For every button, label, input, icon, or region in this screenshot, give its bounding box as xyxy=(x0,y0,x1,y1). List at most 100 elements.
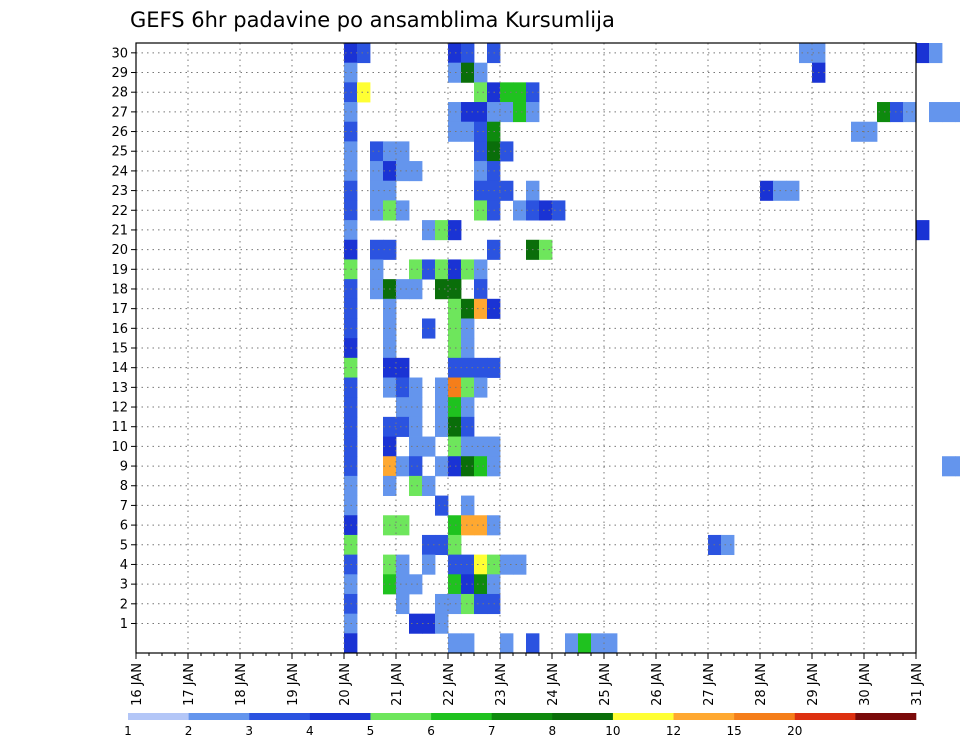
grid-lines xyxy=(136,43,916,653)
colorbar-tick-label: 1 xyxy=(124,724,132,738)
heatmap-cell xyxy=(461,456,475,477)
heatmap-cell xyxy=(500,82,514,103)
x-tick-label: 19 JAN xyxy=(286,663,301,706)
heatmap-cell xyxy=(396,377,410,398)
heatmap-cell xyxy=(396,554,410,575)
heatmap-cell xyxy=(461,102,475,123)
colorbar-swatch xyxy=(128,713,189,720)
heatmap-cell xyxy=(513,102,527,123)
colorbar-tick-label: 5 xyxy=(367,724,375,738)
heatmap-cell xyxy=(370,200,384,221)
y-tick-label: 20 xyxy=(111,243,128,258)
heatmap-cell xyxy=(461,416,475,437)
colorbar-swatch xyxy=(431,713,492,720)
heatmap-cell xyxy=(435,534,449,556)
y-tick-label: 18 xyxy=(111,282,128,297)
heatmap-cell xyxy=(578,633,592,654)
y-tick-label: 25 xyxy=(111,145,128,160)
heatmap-cell xyxy=(461,338,475,359)
x-tick-label: 28 JAN xyxy=(754,663,769,706)
heatmap-cell xyxy=(409,613,423,634)
heatmap-cell xyxy=(461,377,475,398)
y-tick-label: 28 xyxy=(111,86,128,101)
heatmap-cell xyxy=(357,43,371,64)
heatmap-cell xyxy=(461,259,475,280)
colorbar-swatch xyxy=(552,713,614,720)
heatmap-cell xyxy=(539,200,553,221)
heatmap-cell xyxy=(448,43,462,64)
heatmap-cell xyxy=(396,593,410,615)
heatmap-cell xyxy=(370,141,384,162)
heatmap-cell xyxy=(461,357,475,378)
x-tick-label: 25 JAN xyxy=(598,663,613,706)
chart-title: GEFS 6hr padavine po ansamblima Kursumli… xyxy=(130,8,615,32)
y-tick-label: 17 xyxy=(111,302,128,317)
colorbar-swatch xyxy=(794,713,856,720)
heatmap-cell xyxy=(786,180,800,201)
heatmap-cell xyxy=(474,82,488,103)
colorbar-swatch xyxy=(491,713,553,720)
colorbar-swatch xyxy=(612,713,674,720)
heatmap-cell xyxy=(435,456,449,477)
heatmap-cell xyxy=(409,574,423,595)
heatmap-cell xyxy=(396,397,410,418)
heatmap-cell xyxy=(942,456,956,477)
heatmap-cell xyxy=(370,279,384,300)
heatmap-cell xyxy=(396,574,410,595)
y-tick-label: 15 xyxy=(111,342,128,357)
heatmap-cell xyxy=(461,397,475,418)
heatmap-cell xyxy=(448,456,462,477)
heatmap-cell xyxy=(474,62,488,83)
heatmap-cell xyxy=(539,239,553,260)
heatmap-cell xyxy=(448,633,462,654)
heatmap-cell xyxy=(513,82,527,103)
heatmap-cell xyxy=(760,180,774,201)
colorbar-swatch xyxy=(734,713,796,720)
colorbar-swatch xyxy=(309,713,371,720)
heatmap-cell xyxy=(461,436,475,457)
x-tick-label: 24 JAN xyxy=(546,663,561,706)
heatmap-cell xyxy=(474,574,488,595)
heatmap-cell xyxy=(448,298,462,319)
heatmap-cell xyxy=(396,279,410,300)
heatmap-cell xyxy=(461,495,475,516)
x-tick-label: 17 JAN xyxy=(182,663,197,706)
heatmap-cell xyxy=(396,200,410,221)
heatmap-cell xyxy=(916,43,930,64)
heatmap-cell xyxy=(461,298,475,319)
colorbar-tick-label: 2 xyxy=(185,724,193,738)
y-tick-label: 27 xyxy=(111,105,128,120)
heatmap-cell xyxy=(552,200,566,221)
heatmap-cell xyxy=(513,200,527,221)
heatmap-cell xyxy=(474,200,488,221)
heatmap-cell xyxy=(500,180,514,201)
heatmap-cell xyxy=(461,554,475,575)
heatmap-cell xyxy=(448,338,462,359)
heatmap-cell xyxy=(448,593,462,615)
heatmap-cell xyxy=(409,397,423,418)
heatmap-cell xyxy=(435,220,449,241)
heatmap-cell xyxy=(448,534,462,556)
y-tick-label: 12 xyxy=(111,401,128,416)
heatmap-cell xyxy=(409,377,423,398)
y-tick-label: 21 xyxy=(111,223,128,238)
y-tick-label: 4 xyxy=(120,558,128,573)
heatmap-cell xyxy=(448,318,462,339)
heatmap-cell xyxy=(565,633,579,654)
heatmap-cell xyxy=(396,515,410,536)
heatmap-cell xyxy=(448,574,462,595)
y-tick-label: 10 xyxy=(111,440,128,455)
heatmap-cell xyxy=(500,554,514,575)
heatmap-cell xyxy=(344,633,358,654)
heatmap-cell xyxy=(474,121,488,142)
heatmap-cell xyxy=(409,436,423,457)
heatmap-cell xyxy=(448,121,462,142)
colorbar-swatch xyxy=(188,713,250,720)
heatmap-cell xyxy=(370,259,384,280)
y-tick-label: 24 xyxy=(111,164,128,179)
heatmap-cell xyxy=(435,397,449,418)
heatmap-cell xyxy=(474,259,488,280)
y-tick-label: 5 xyxy=(120,538,128,553)
y-tick-label: 1 xyxy=(120,617,128,632)
